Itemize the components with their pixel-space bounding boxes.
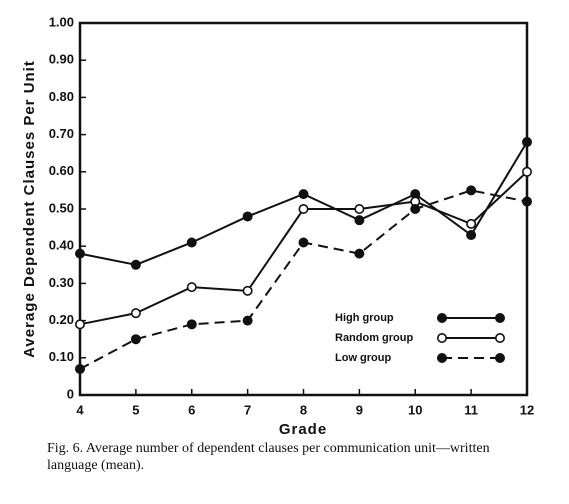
- x-tick-label: 9: [356, 402, 363, 417]
- data-point: [130, 308, 141, 319]
- x-tick-label: 6: [188, 402, 195, 417]
- data-point: [354, 204, 365, 215]
- y-tick-label: 0.50: [49, 200, 74, 215]
- y-tick-label: 0.60: [49, 163, 74, 178]
- data-point: [466, 185, 477, 196]
- data-point: [242, 315, 253, 326]
- data-point: [354, 248, 365, 259]
- legend-marker: [436, 352, 447, 363]
- data-point: [186, 319, 197, 330]
- data-point: [186, 282, 197, 293]
- y-tick-label: 1.00: [49, 14, 74, 29]
- y-tick-label: 0.20: [49, 312, 74, 327]
- x-tick-label: 7: [244, 402, 251, 417]
- data-point: [130, 259, 141, 270]
- caption: Fig. 6. Average number of dependent clau…: [47, 441, 490, 473]
- legend-label: Random group: [335, 332, 413, 344]
- legend-marker: [494, 332, 505, 343]
- x-tick-label: 8: [300, 402, 307, 417]
- data-point: [75, 319, 86, 330]
- data-point: [521, 196, 532, 207]
- data-point: [298, 204, 309, 215]
- x-axis-label: Grade: [279, 421, 327, 438]
- series-line: [79, 189, 528, 370]
- x-tick-label: 11: [464, 402, 478, 417]
- data-point: [466, 218, 477, 229]
- data-point: [521, 137, 532, 148]
- data-point: [186, 237, 197, 248]
- x-tick-label: 5: [132, 402, 139, 417]
- data-point: [298, 237, 309, 248]
- data-point: [466, 230, 477, 241]
- data-point: [521, 166, 532, 177]
- legend-marker: [494, 312, 505, 323]
- data-point: [410, 204, 421, 215]
- legend-marker: [436, 332, 447, 343]
- y-tick-label: 0.10: [49, 349, 74, 364]
- data-point: [242, 211, 253, 222]
- x-tick-label: 12: [520, 402, 534, 417]
- x-tick-label: 10: [408, 402, 422, 417]
- y-axis-label: Average Dependent Clauses Per Unit: [21, 60, 38, 358]
- legend-label: Low group: [335, 352, 391, 364]
- y-tick-label: 0.30: [49, 275, 74, 290]
- legend-label: High group: [335, 312, 394, 324]
- y-tick-label: 0: [67, 386, 74, 401]
- data-point: [242, 285, 253, 296]
- data-point: [298, 189, 309, 200]
- y-tick-label: 0.70: [49, 126, 74, 141]
- y-tick-label: 0.90: [49, 52, 74, 67]
- legend-marker: [436, 312, 447, 323]
- data-point: [354, 215, 365, 226]
- legend-marker: [494, 352, 505, 363]
- y-tick-label: 0.40: [49, 238, 74, 253]
- data-point: [130, 334, 141, 345]
- x-tick-label: 4: [76, 402, 84, 417]
- y-tick-label: 0.80: [49, 89, 74, 104]
- data-point: [75, 248, 86, 259]
- data-point: [75, 363, 86, 374]
